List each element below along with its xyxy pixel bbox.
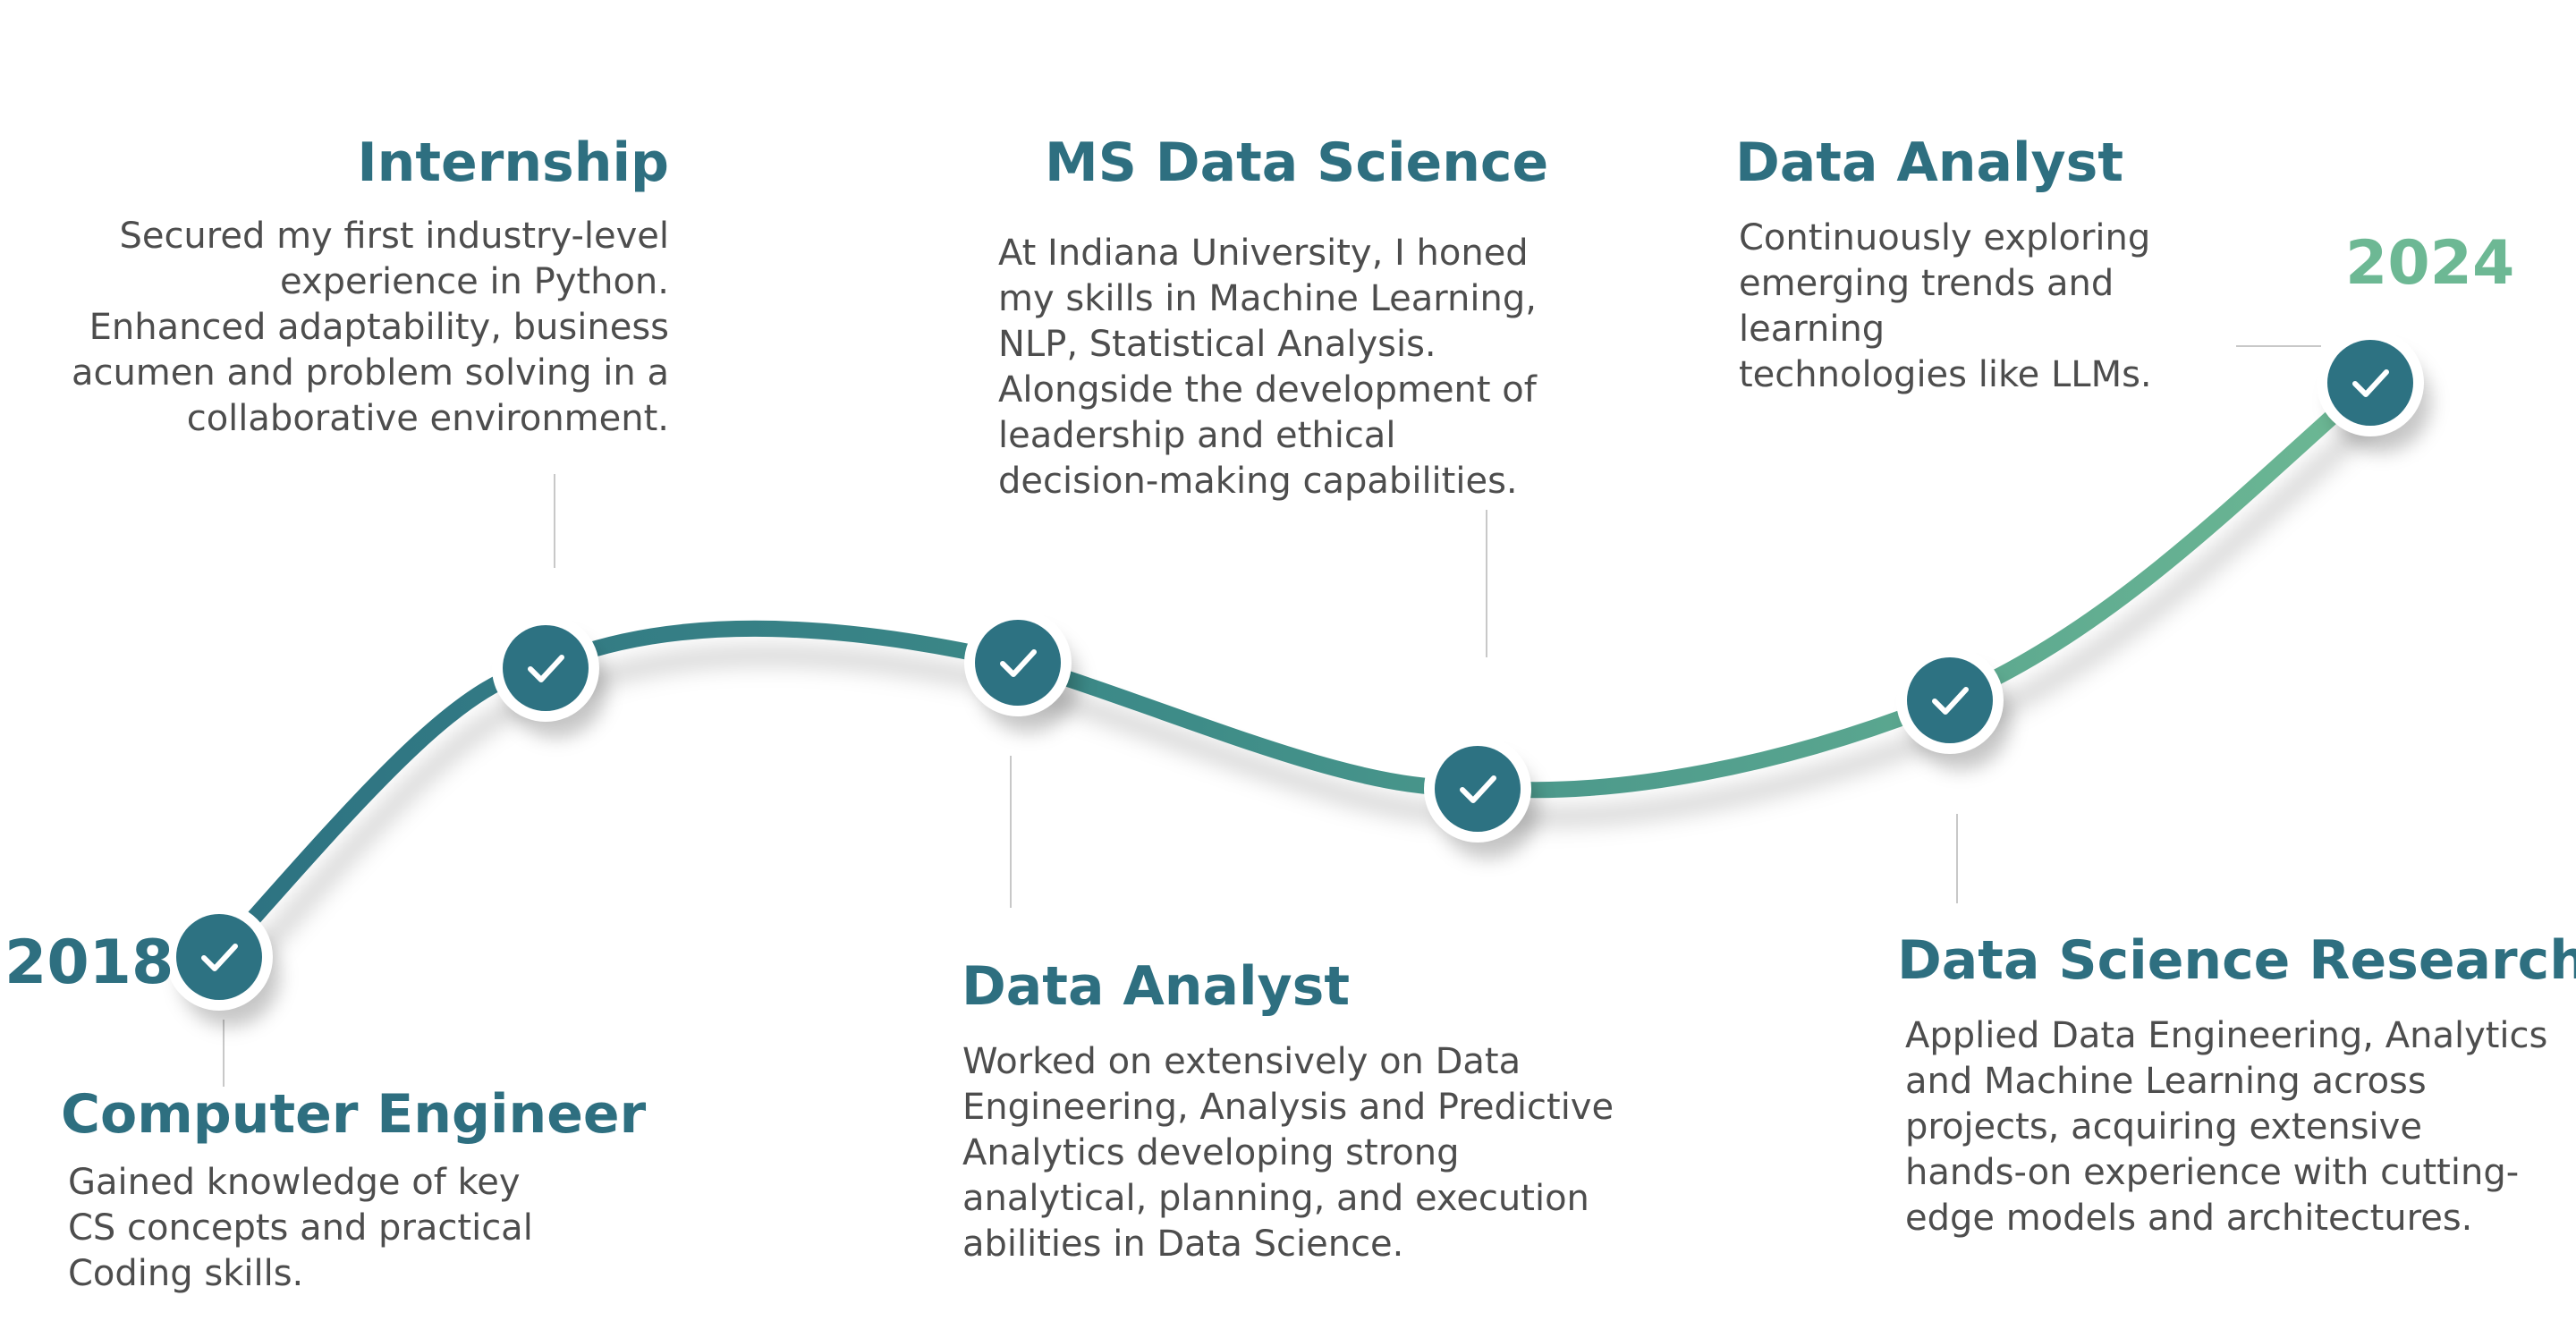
timeline-nodes: [165, 329, 2431, 1027]
node-ms-data-science: [964, 609, 1079, 732]
check-icon: [1460, 775, 1496, 803]
node-fill: [2327, 340, 2413, 426]
node-internship: [492, 614, 606, 738]
node-data-analyst: [1424, 735, 1538, 859]
milestone-title: Internship: [357, 131, 669, 194]
start-year: 2018: [4, 927, 174, 998]
milestone-description: Continuously exploring emerging trends a…: [1739, 217, 2152, 395]
check-icon: [1932, 687, 1969, 715]
node-fill: [975, 620, 1061, 706]
node-fill: [176, 914, 262, 1000]
end-year: 2024: [2345, 228, 2515, 299]
milestone-title: Data Science Researcher: [1897, 929, 2576, 992]
milestone-description: Worked on extensively on Data Engineerin…: [962, 1041, 1614, 1265]
check-icon: [1000, 649, 1037, 677]
connector-lines: [223, 345, 2321, 1087]
milestone-description: Gained knowledge of key CS concepts and …: [68, 1162, 533, 1294]
milestone-title: Data Analyst: [1735, 131, 2124, 194]
check-icon: [2352, 369, 2389, 397]
milestone-description: Applied Data Engineering, Analytics and …: [1905, 1015, 2548, 1239]
node-fill: [503, 625, 589, 711]
milestone-title: Data Analyst: [962, 955, 1351, 1018]
node-2024: [2317, 329, 2431, 453]
node-2018: [165, 903, 280, 1027]
milestone-title: Computer Engineer: [61, 1083, 647, 1146]
milestone-title: MS Data Science: [1045, 131, 1549, 194]
check-icon: [201, 944, 238, 971]
check-icon: [528, 655, 564, 682]
node-fill: [1907, 657, 1993, 743]
node-fill: [1435, 746, 1521, 832]
milestone-description: Secured my first industry-level experien…: [71, 216, 669, 439]
milestone-description: At Indiana University, I honed my skills…: [998, 233, 1537, 502]
node-data-science-researcher: [1896, 647, 2011, 770]
